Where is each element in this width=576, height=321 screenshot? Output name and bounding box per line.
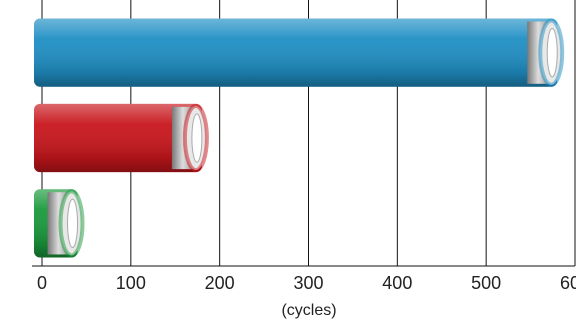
- x-tick-label: 0: [37, 273, 47, 293]
- bar-group: [34, 18, 565, 87]
- x-tick-label: 300: [293, 273, 323, 293]
- bar-cap-hole: [191, 113, 203, 163]
- x-axis-label: (cycles): [281, 302, 336, 319]
- bar-cap-hole: [67, 198, 79, 248]
- x-tick-label: 500: [471, 273, 501, 293]
- x-tick-label: 200: [205, 273, 235, 293]
- bar-group: [34, 189, 85, 258]
- bar-cap-hole: [546, 28, 558, 78]
- x-tick-label: 100: [116, 273, 146, 293]
- x-tick-label: 400: [382, 273, 412, 293]
- bar-shade: [34, 103, 202, 173]
- bar-group: [34, 103, 209, 173]
- x-tick-label: 600: [560, 273, 576, 293]
- bar-shade: [34, 18, 558, 87]
